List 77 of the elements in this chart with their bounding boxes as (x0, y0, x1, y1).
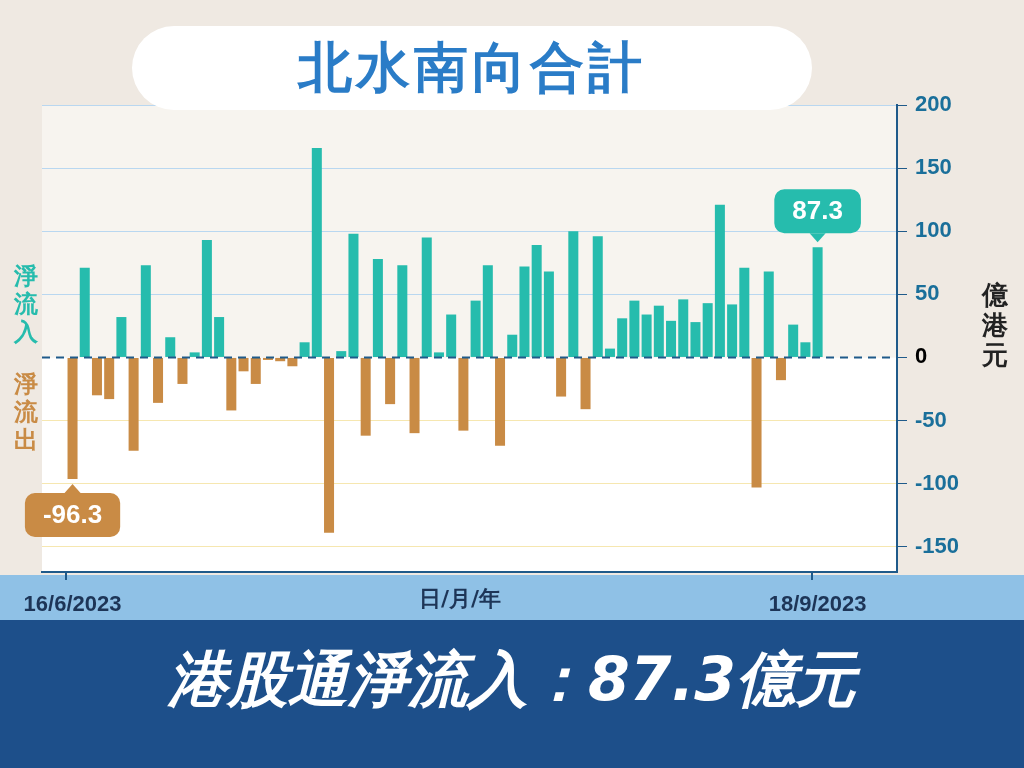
bar (177, 357, 188, 384)
bar (580, 357, 591, 410)
bar (751, 357, 762, 488)
y-tick-label: -50 (915, 406, 947, 432)
x-axis-title: 日/月/年 (417, 585, 503, 613)
bar (543, 271, 554, 357)
bar (91, 357, 102, 396)
bar (397, 265, 408, 357)
bar (739, 267, 750, 357)
bar (201, 240, 212, 357)
bar (79, 267, 90, 357)
bar (372, 258, 383, 357)
bar (116, 317, 127, 357)
text: 淨流入 (14, 262, 39, 346)
bar (617, 318, 628, 357)
y-tick-label: -100 (915, 469, 960, 495)
y-tick-label: 0 (915, 343, 928, 369)
text: 港股通淨流入：87.3億元 (166, 643, 862, 716)
bar (482, 265, 493, 357)
y-tick-label: -150 (915, 532, 960, 558)
bar (666, 320, 677, 357)
bar (629, 300, 640, 357)
bar (311, 147, 322, 357)
y-tick-label: 200 (915, 91, 952, 117)
bar (702, 303, 713, 357)
bar (727, 304, 738, 357)
bar (153, 357, 164, 403)
bar (238, 357, 249, 372)
bar (800, 342, 811, 357)
bar (299, 342, 310, 357)
bar (641, 314, 652, 357)
x-tick-label: 16/6/2023 (23, 591, 122, 617)
bar (556, 357, 567, 397)
bar (140, 265, 151, 357)
bar (604, 348, 615, 357)
bar (788, 324, 799, 357)
bar (421, 237, 432, 357)
bar (519, 266, 530, 357)
y-tick-label: 150 (915, 154, 952, 180)
bar (495, 357, 506, 446)
bar (507, 334, 518, 357)
x-tick-label: 18/9/2023 (768, 591, 867, 617)
bar (348, 233, 359, 357)
bar (592, 236, 603, 357)
bar (775, 357, 786, 381)
bar (678, 299, 689, 357)
y-tick-label: 100 (915, 217, 952, 243)
bar (214, 317, 225, 357)
bar (287, 357, 298, 367)
bar (189, 352, 200, 357)
bar (165, 337, 176, 357)
y-axis-title: 億港元 (982, 280, 1009, 370)
bar (324, 357, 335, 533)
data-label: -96.3 (42, 499, 103, 530)
bar (128, 357, 139, 451)
y-tick-label: 50 (915, 280, 940, 306)
bar (470, 300, 481, 357)
bar (104, 357, 115, 400)
bar (653, 305, 664, 357)
bar (812, 247, 823, 357)
bar (714, 204, 725, 357)
text: 淨流出 (14, 370, 39, 454)
bar (458, 357, 469, 431)
bar (531, 245, 542, 357)
data-label: 87.3 (792, 195, 843, 226)
bar (275, 357, 286, 362)
bar (446, 314, 457, 357)
bar (409, 357, 420, 434)
bar (690, 322, 701, 357)
bar (226, 357, 237, 411)
bar (763, 271, 774, 357)
bar (67, 357, 78, 479)
bar (385, 357, 396, 405)
bar (568, 231, 579, 357)
bar (262, 357, 273, 360)
bar (250, 357, 261, 384)
bar (360, 357, 371, 436)
